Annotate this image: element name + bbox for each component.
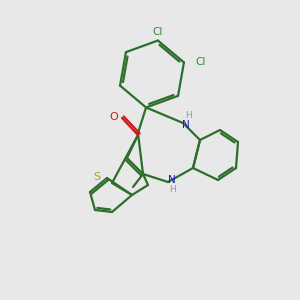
- Text: S: S: [93, 172, 100, 182]
- Text: N: N: [182, 120, 190, 130]
- Text: H: H: [184, 110, 191, 119]
- Text: Cl: Cl: [196, 57, 206, 68]
- Text: N: N: [168, 175, 176, 185]
- Text: O: O: [110, 112, 118, 122]
- Text: H: H: [169, 185, 176, 194]
- Text: Cl: Cl: [153, 26, 163, 37]
